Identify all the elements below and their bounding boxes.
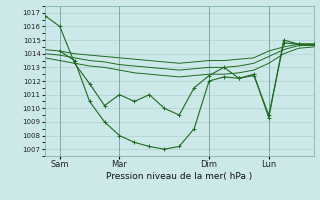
X-axis label: Pression niveau de la mer( hPa ): Pression niveau de la mer( hPa ) xyxy=(106,172,252,181)
